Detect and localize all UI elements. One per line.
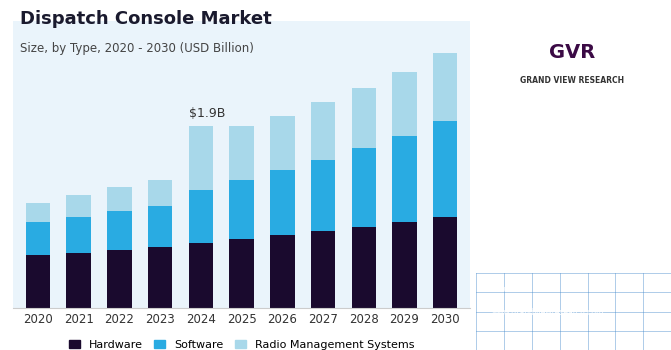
Bar: [352, 148, 376, 227]
Bar: [107, 211, 132, 250]
Bar: [66, 217, 91, 252]
Bar: [66, 252, 91, 308]
Text: GRAND VIEW RESEARCH: GRAND VIEW RESEARCH: [520, 76, 624, 85]
Bar: [189, 243, 213, 308]
Bar: [311, 231, 336, 308]
Bar: [433, 217, 458, 308]
Text: GVR: GVR: [549, 43, 595, 62]
Bar: [393, 72, 417, 136]
Legend: Hardware, Software, Radio Management Systems: Hardware, Software, Radio Management Sys…: [64, 335, 419, 350]
Bar: [66, 195, 91, 217]
Bar: [25, 222, 50, 256]
Bar: [148, 206, 172, 247]
Bar: [189, 126, 213, 190]
Bar: [270, 235, 295, 308]
Text: Global Market CAGR,
2025 - 2030: Global Market CAGR, 2025 - 2030: [512, 206, 635, 235]
Bar: [352, 227, 376, 308]
Bar: [270, 170, 295, 235]
Bar: [229, 180, 254, 239]
Bar: [352, 88, 376, 148]
Bar: [229, 239, 254, 308]
Text: www.grandviewresearch.com: www.grandviewresearch.com: [492, 308, 605, 317]
Text: Dispatch Console Market: Dispatch Console Market: [20, 10, 272, 28]
Bar: [25, 256, 50, 308]
Bar: [107, 250, 132, 308]
Text: Size, by Type, 2020 - 2030 (USD Billion): Size, by Type, 2020 - 2030 (USD Billion): [20, 42, 254, 55]
Bar: [393, 136, 417, 222]
Text: $1.9B: $1.9B: [189, 107, 225, 120]
Text: Source:: Source:: [492, 285, 528, 294]
Text: Source:
www.grandviewresearch.com: Source: www.grandviewresearch.com: [507, 295, 640, 314]
Bar: [311, 160, 336, 231]
Bar: [25, 203, 50, 222]
Bar: [148, 180, 172, 206]
Bar: [433, 52, 458, 121]
Bar: [311, 102, 336, 160]
Bar: [189, 190, 213, 243]
Text: 5.0%: 5.0%: [531, 154, 616, 182]
Bar: [393, 222, 417, 308]
Bar: [229, 126, 254, 180]
Bar: [270, 116, 295, 170]
Bar: [433, 121, 458, 217]
Bar: [148, 247, 172, 308]
Bar: [107, 188, 132, 211]
